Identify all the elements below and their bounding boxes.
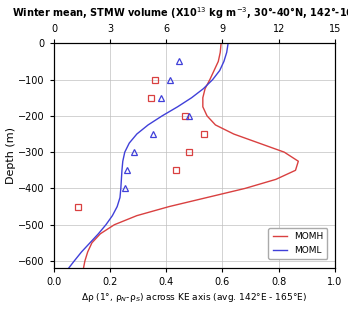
Title: Winter mean, STMW volume (X10$^{13}$ kg m$^{-3}$, 30°-40°N, 142°-165°E): Winter mean, STMW volume (X10$^{13}$ kg … [12,6,348,21]
Legend: MOMH, MOML: MOMH, MOML [268,228,327,259]
X-axis label: Δρ (1°, ρ$_N$-ρ$_S$) across KE axis (avg. 142°E - 165°E): Δρ (1°, ρ$_N$-ρ$_S$) across KE axis (avg… [81,291,307,304]
Y-axis label: Depth (m): Depth (m) [6,127,16,184]
